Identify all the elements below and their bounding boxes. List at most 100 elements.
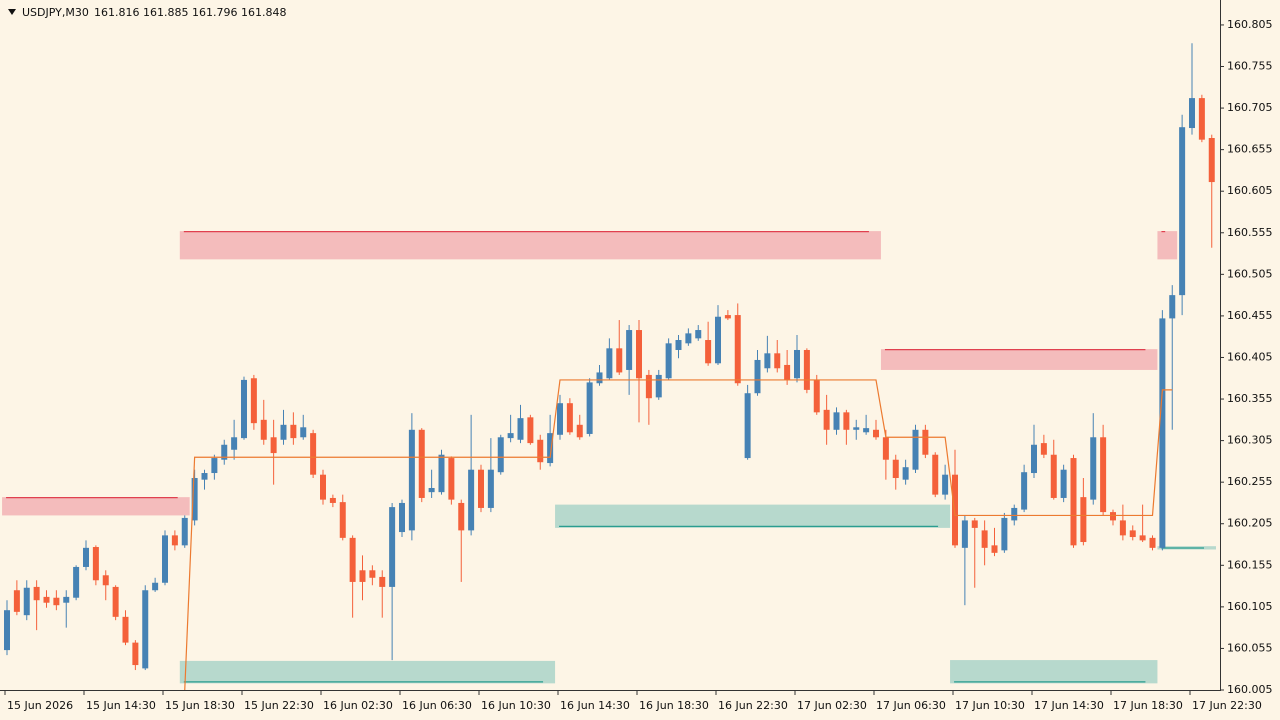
candle-body: [784, 364, 791, 380]
x-tick-label: 16 Jun 22:30: [718, 699, 788, 712]
zone: [179, 660, 556, 684]
candle-body: [1031, 444, 1037, 474]
candle-body: [566, 403, 573, 433]
candle-body: [1159, 318, 1166, 548]
x-tick-label: 17 Jun 14:30: [1034, 699, 1104, 712]
candle-body: [418, 429, 425, 498]
zone: [950, 660, 1158, 684]
candle-body: [902, 467, 909, 480]
candle-body: [231, 437, 238, 450]
candle-body: [685, 333, 692, 344]
candle-body: [102, 575, 109, 586]
candle-body: [1100, 437, 1107, 513]
candle-body: [665, 343, 672, 379]
candle-body: [724, 315, 731, 319]
candle-body: [715, 316, 721, 364]
candle-body: [260, 419, 267, 440]
x-tick-label: 17 Jun 22:30: [1192, 699, 1262, 712]
candle-body: [764, 353, 771, 369]
candle-body: [981, 530, 988, 548]
candle-body: [53, 597, 60, 606]
candle-body: [389, 507, 396, 587]
candle-body: [1050, 454, 1057, 498]
candle-body: [961, 520, 968, 548]
candle-body: [754, 359, 761, 394]
y-tick-label: 160.405: [1227, 350, 1273, 363]
y-tick-label: 160.005: [1227, 683, 1273, 696]
y-tick-label: 160.355: [1227, 392, 1273, 405]
candle-body: [744, 393, 751, 459]
y-tick-label: 160.605: [1227, 184, 1273, 197]
candle-body: [1169, 295, 1176, 319]
candle-body: [833, 412, 840, 430]
candle-body: [1139, 535, 1146, 541]
candle-body: [221, 444, 228, 460]
candle-body: [478, 469, 484, 508]
x-tick-label: 16 Jun 10:30: [481, 699, 551, 712]
candle-body: [162, 535, 168, 583]
y-tick-label: 160.305: [1227, 434, 1273, 447]
x-tick-label: 17 Jun 10:30: [955, 699, 1025, 712]
candle-body: [675, 340, 682, 350]
candle-body: [655, 374, 662, 398]
candle-body: [843, 412, 850, 430]
candle-body: [537, 439, 544, 463]
level-line: [184, 379, 1173, 691]
y-tick-label: 160.505: [1227, 267, 1273, 280]
candle-body: [557, 403, 563, 435]
candle-body: [912, 429, 919, 470]
y-tick-label: 160.655: [1227, 143, 1273, 156]
candle-body: [369, 570, 376, 578]
candle-body: [1090, 437, 1097, 500]
candle-body: [527, 417, 534, 444]
candle-body: [250, 378, 257, 424]
candle-body: [626, 330, 633, 370]
zone: [555, 504, 951, 528]
candle-body: [280, 424, 287, 440]
zone: [1157, 231, 1178, 260]
y-tick-label: 160.205: [1227, 517, 1273, 530]
candle-body: [774, 353, 781, 369]
candle-body: [1070, 458, 1077, 546]
candle-body: [329, 497, 336, 503]
zone: [880, 349, 1158, 370]
candle-body: [92, 547, 99, 581]
candle-body: [1119, 520, 1126, 536]
candle-body: [853, 427, 860, 430]
x-tick-label: 16 Jun 02:30: [323, 699, 393, 712]
candle-body: [142, 590, 149, 669]
x-tick-label: 16 Jun 14:30: [560, 699, 630, 712]
candle-body: [547, 433, 554, 464]
candle-body: [1060, 469, 1067, 498]
candle-body: [339, 502, 346, 538]
candle-body: [596, 372, 603, 384]
y-tick-label: 160.755: [1227, 60, 1273, 73]
candle-body: [211, 458, 218, 474]
candle-body: [300, 427, 307, 438]
x-tick-label: 15 Jun 18:30: [165, 699, 235, 712]
zone: [179, 231, 881, 260]
candle-body: [1011, 507, 1018, 521]
candle-body: [882, 437, 889, 460]
y-tick-label: 160.455: [1227, 309, 1273, 322]
candle-body: [4, 610, 10, 651]
candle-body: [290, 424, 297, 439]
candle-body: [399, 502, 405, 533]
candle-body: [349, 537, 356, 582]
candle-body: [586, 382, 593, 434]
x-tick-label: 16 Jun 06:30: [402, 699, 472, 712]
candle-body: [616, 348, 623, 373]
candle-body: [991, 545, 998, 553]
candle-body: [863, 428, 870, 433]
candle-body: [408, 429, 415, 531]
menu-triangle[interactable]: [8, 9, 16, 15]
candle-body: [942, 474, 949, 495]
y-tick-label: 160.705: [1227, 101, 1273, 114]
candle-body: [952, 474, 958, 546]
candle-body: [497, 437, 504, 473]
candle-body: [823, 409, 830, 430]
candle-body: [201, 473, 208, 480]
x-tick-label: 17 Jun 18:30: [1113, 699, 1183, 712]
y-tick-label: 160.055: [1227, 641, 1273, 654]
